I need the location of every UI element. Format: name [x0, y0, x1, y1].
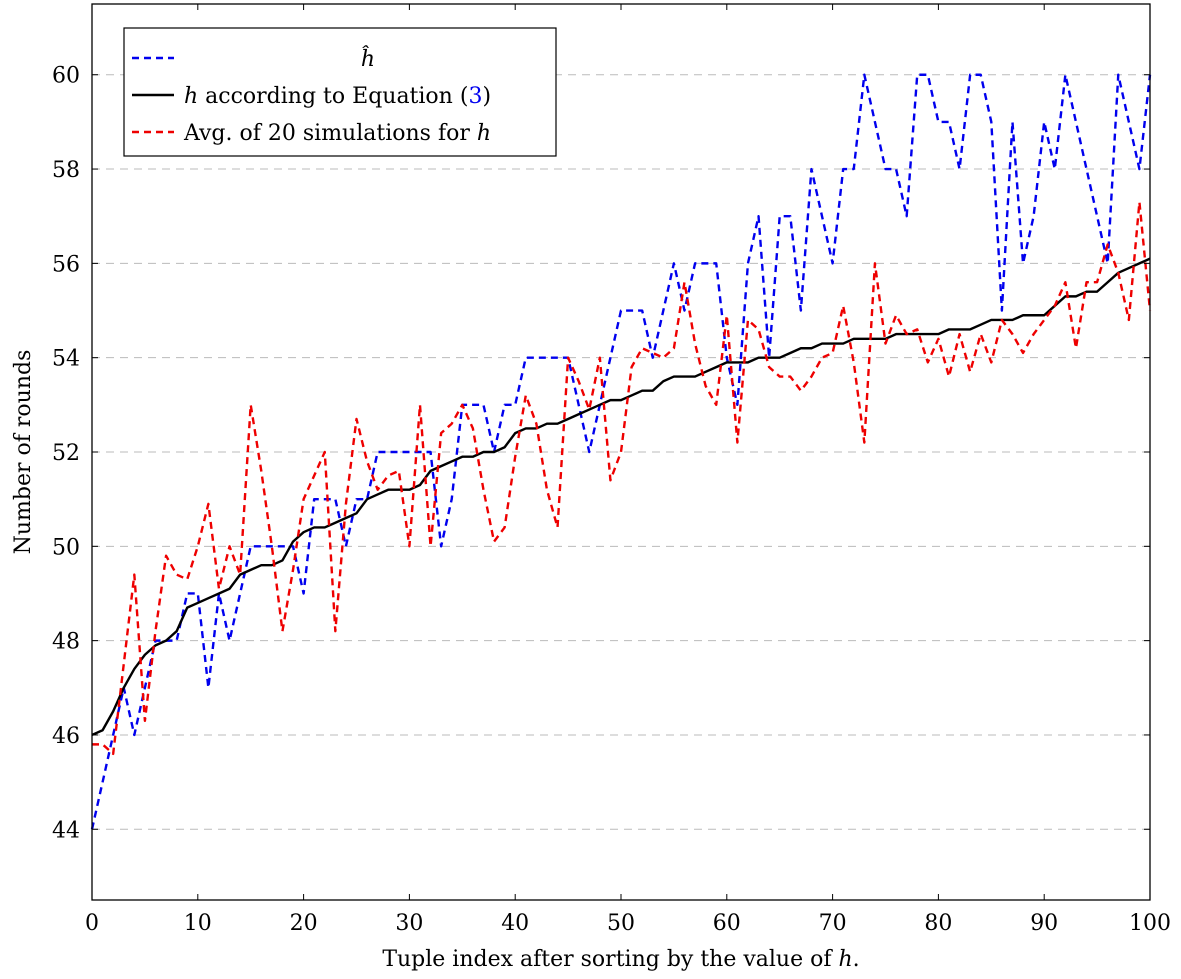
legend-box: [123, 27, 557, 157]
x-axis-title-main: Tuple index after sorting by the value o…: [382, 947, 838, 972]
legend: ĥ h according to Equation (3) Avg. of 20…: [123, 27, 557, 157]
legend-label-simulation: Avg. of 20 simulations for h: [183, 121, 491, 146]
x-tick-label-100: 100: [1129, 911, 1171, 936]
y-tick-label-54: 54: [52, 347, 80, 372]
grid-lines: [92, 74, 1150, 830]
series-lines: [90, 73, 1152, 830]
y-axis-title: Number of rounds: [11, 350, 36, 555]
x-tick-label-30: 30: [395, 911, 423, 936]
x-axis-title-end: .: [853, 947, 860, 972]
legend-label-equation: h according to Equation (3): [184, 84, 491, 109]
series-line-equation: [91, 257, 1151, 737]
x-tick-label-20: 20: [290, 911, 318, 936]
x-tick-label-60: 60: [713, 911, 741, 936]
legend-label-hhat: ĥ: [361, 45, 375, 72]
legend-simulation-text: Avg. of 20 simulations for: [183, 121, 477, 146]
axis-ticks: 44 46 48 50 52 54 56 58 60 0 10 20 30 40 50 60 70 80 90 100: [52, 4, 1171, 936]
y-tick-label-44: 44: [52, 818, 80, 843]
y-tick-label-50: 50: [52, 535, 80, 560]
series-line-simulation: [92, 200, 1152, 756]
y-tick-label-56: 56: [52, 252, 80, 277]
x-axis-title-var: h: [838, 947, 852, 972]
x-tick-label-80: 80: [924, 911, 952, 936]
x-tick-label-90: 90: [1030, 911, 1058, 936]
y-tick-label-48: 48: [52, 630, 80, 655]
x-tick-label-10: 10: [184, 911, 212, 936]
x-tick-label-70: 70: [819, 911, 847, 936]
x-tick-label-50: 50: [607, 911, 635, 936]
x-axis-title: Tuple index after sorting by the value o…: [382, 947, 859, 972]
series-line-hhat: [90, 73, 1152, 830]
legend-equation-var: h: [184, 84, 198, 109]
y-tick-label-58: 58: [52, 158, 80, 183]
y-tick-label-46: 46: [52, 724, 80, 749]
y-tick-label-60: 60: [52, 64, 80, 89]
legend-simulation-var: h: [477, 121, 491, 146]
x-tick-label-40: 40: [501, 911, 529, 936]
x-tick-label-0: 0: [85, 911, 99, 936]
legend-equation-close: ): [482, 84, 491, 109]
legend-equation-ref[interactable]: 3: [468, 84, 482, 109]
y-tick-label-52: 52: [52, 441, 80, 466]
legend-equation-text: according to Equation (: [198, 84, 468, 109]
